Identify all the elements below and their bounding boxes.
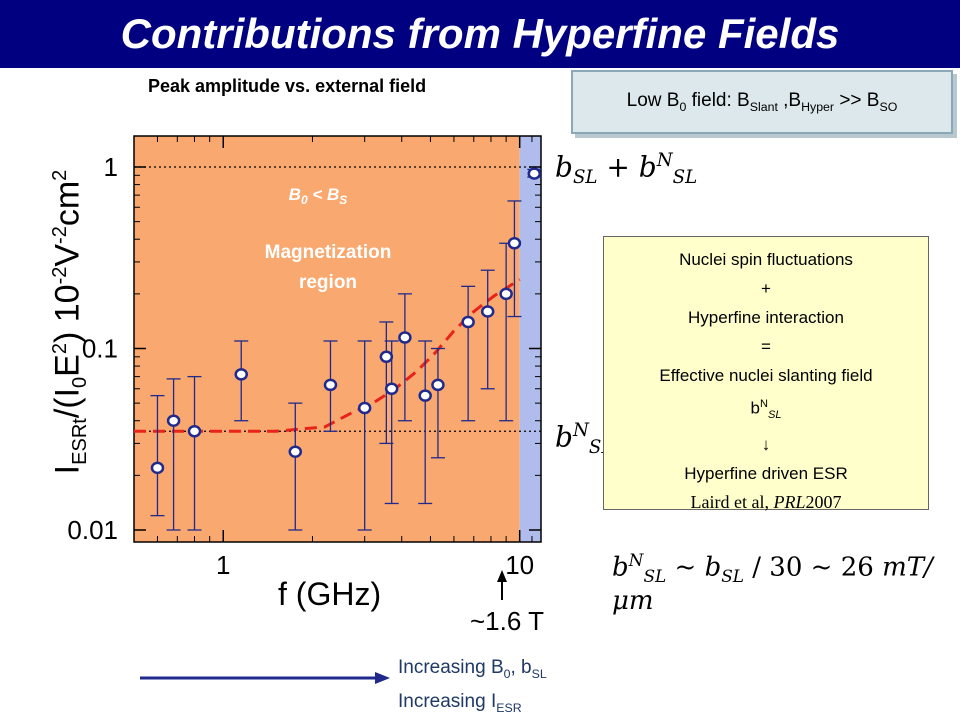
mechanism-line-1: Nuclei spin fluctuations bbox=[679, 250, 853, 269]
data-point-8 bbox=[384, 382, 399, 396]
data-point-6 bbox=[357, 401, 372, 415]
mechanism-line-2: + bbox=[761, 279, 771, 298]
equation-bsl-plus-bsln: bSL + bNSL bbox=[555, 150, 698, 188]
magnetization-region-label: Magnetization region bbox=[265, 242, 392, 293]
mechanism-box: Nuclei spin fluctuations + Hyperfine int… bbox=[603, 236, 929, 512]
data-point-7 bbox=[379, 350, 394, 364]
data-point-4 bbox=[288, 445, 303, 458]
data-point-12 bbox=[461, 315, 475, 329]
chart-subtitle: Peak amplitude vs. external field bbox=[148, 76, 427, 96]
y-tick-label-1: 0.1 bbox=[82, 334, 118, 364]
data-point-2 bbox=[187, 425, 202, 438]
data-point-14 bbox=[499, 287, 513, 301]
increasing-field-label: Increasing B0, bSL bbox=[398, 657, 547, 681]
data-point-11 bbox=[431, 378, 445, 392]
tick-labels: 0.01 0.1 1 1 10 bbox=[67, 152, 534, 580]
mechanism-line-3: Hyperfine interaction bbox=[688, 308, 844, 327]
data-point-9 bbox=[398, 331, 412, 344]
data-point-15 bbox=[507, 237, 522, 250]
fit-curve bbox=[134, 278, 521, 433]
mechanism-bnsl: bNSL bbox=[750, 398, 782, 422]
data-point-3 bbox=[234, 368, 248, 381]
slide-title: Contributions from Hyperfine Fields bbox=[120, 10, 840, 57]
data-point-13 bbox=[480, 305, 495, 318]
data-point-10 bbox=[418, 389, 432, 402]
data-point-1 bbox=[166, 414, 181, 427]
field-marker-label: ~1.6 T bbox=[470, 606, 544, 636]
region-condition-label: B0 < BS bbox=[289, 185, 348, 207]
y-tick-label-2: 1 bbox=[104, 152, 118, 182]
x-tick-label-1: 10 bbox=[505, 550, 534, 580]
field-marker-arrowhead bbox=[497, 570, 507, 582]
magnetization-region bbox=[134, 136, 520, 542]
title-bar bbox=[0, 0, 960, 68]
data-point-16 bbox=[527, 167, 542, 180]
condition-box: Low B0 field: BSlant ,BHyper >> BSO bbox=[571, 70, 953, 134]
increasing-arrowhead bbox=[375, 672, 390, 684]
y-tick-label-0: 0.01 bbox=[67, 515, 118, 545]
mechanism-reference: Laird et al, PRL2007 bbox=[690, 492, 842, 513]
data-point-5 bbox=[323, 378, 338, 392]
increasing-esr-label: Increasing IESR bbox=[398, 690, 522, 715]
axis-ticks bbox=[134, 136, 541, 542]
mechanism-result: Hyperfine driven ESR bbox=[684, 464, 848, 484]
error-bars bbox=[150, 168, 542, 531]
data-points bbox=[150, 167, 542, 475]
increasing-labels: Increasing B0, bSL Increasing IESR bbox=[398, 654, 547, 722]
condition-text: Low B0 field: BSlant ,BHyper >> BSO bbox=[626, 90, 898, 114]
x-axis-label: f (GHz) bbox=[278, 576, 382, 612]
data-point-0 bbox=[150, 461, 165, 475]
mechanism-line-4: = bbox=[761, 337, 771, 356]
plot-frame bbox=[133, 135, 542, 543]
x-tick-label-0: 1 bbox=[216, 550, 230, 580]
high-field-region bbox=[519, 136, 541, 542]
mechanism-arrow: ↓ bbox=[761, 435, 771, 455]
mechanism-line-5: Effective nuclei slanting field bbox=[659, 366, 873, 385]
equation-estimate: bNSL ~ bSL / 30 ~ 26 mT/μm bbox=[612, 550, 933, 616]
